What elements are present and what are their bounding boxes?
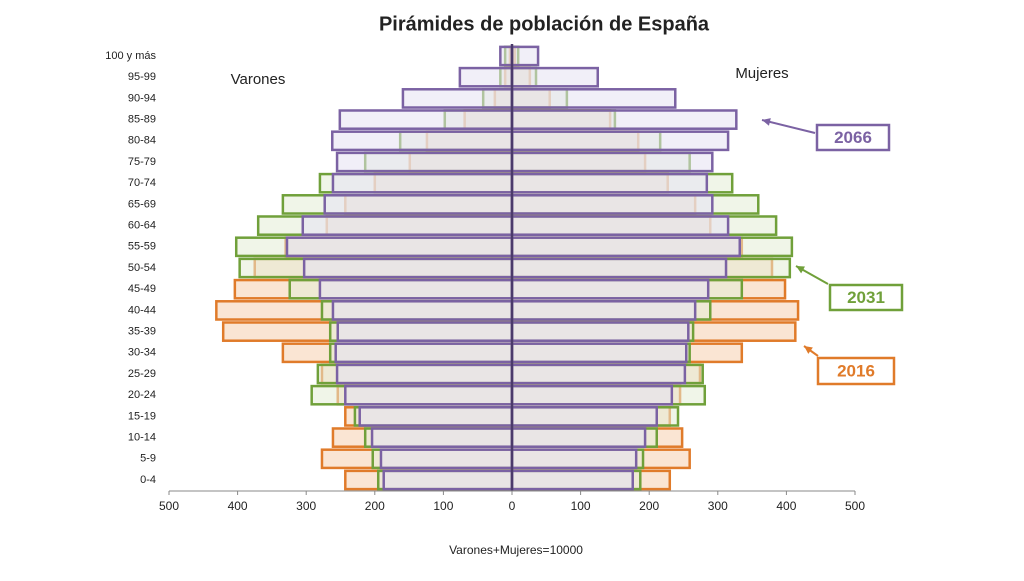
y-tick-label: 10-14 — [128, 432, 156, 444]
bar — [510, 88, 677, 109]
y-tick-label: 90-94 — [128, 92, 156, 104]
y-tick-label: 95-99 — [128, 71, 156, 83]
bar — [331, 300, 514, 321]
bar — [499, 45, 514, 67]
bar — [358, 406, 514, 427]
side-label: Varones — [231, 71, 286, 88]
x-tick-label: 300 — [296, 499, 316, 513]
bar — [335, 151, 514, 173]
bar — [510, 66, 599, 88]
legend-arrow — [761, 119, 816, 134]
y-tick-label: 0-4 — [140, 474, 156, 486]
bar — [331, 130, 514, 152]
y-tick-label: 5-9 — [140, 453, 156, 465]
legend-label: 2016 — [837, 361, 875, 380]
chart-title: Pirámides de población de España — [379, 13, 710, 35]
note: Varones+Mujeres=10000 — [449, 543, 583, 557]
bar — [336, 321, 514, 342]
y-tick-label: 45-49 — [128, 283, 156, 295]
bar — [510, 448, 638, 470]
bar — [510, 363, 687, 385]
legend-box — [816, 356, 896, 386]
x-tick-label: 0 — [509, 499, 516, 513]
legend-label: 2066 — [834, 128, 872, 147]
bar — [510, 257, 728, 279]
bar — [510, 172, 709, 194]
x-tick-label: 100 — [433, 499, 453, 513]
y-tick-label: 80-84 — [128, 135, 156, 147]
bar — [510, 194, 714, 215]
bar — [285, 236, 514, 258]
bar — [510, 321, 690, 342]
bar — [334, 342, 514, 364]
bar — [510, 109, 738, 130]
x-tick-label: 200 — [365, 499, 385, 513]
y-tick-label: 100 y más — [105, 50, 156, 62]
bar — [401, 88, 514, 109]
y-tick-label: 60-64 — [128, 220, 156, 232]
bar — [382, 469, 514, 491]
bar — [510, 469, 634, 491]
y-tick-label: 30-34 — [128, 347, 156, 359]
legend-arrowhead — [796, 266, 805, 274]
y-tick-label: 40-44 — [128, 304, 156, 316]
legend-box — [815, 123, 891, 152]
bar — [510, 130, 730, 152]
bar — [335, 363, 514, 385]
bar — [338, 109, 514, 130]
bar — [510, 300, 697, 321]
y-tick-label: 20-24 — [128, 389, 156, 401]
legend-arrowhead — [762, 118, 771, 126]
bar — [370, 427, 514, 448]
bar — [510, 236, 742, 258]
y-tick-label: 35-39 — [128, 326, 156, 338]
y-tick-label: 25-29 — [128, 368, 156, 380]
bar — [510, 384, 674, 406]
bar — [379, 448, 514, 470]
bar — [323, 194, 514, 215]
y-tick-label: 70-74 — [128, 177, 156, 189]
y-tick-label: 85-89 — [128, 114, 156, 126]
bar — [510, 427, 647, 448]
bar — [510, 342, 688, 364]
legend-arrowhead — [804, 346, 813, 354]
bar — [302, 257, 514, 279]
bar — [301, 215, 514, 236]
y-tick-label: 15-19 — [128, 410, 156, 422]
x-tick-label: 500 — [845, 499, 865, 513]
y-tick-label: 65-69 — [128, 198, 156, 210]
bar — [510, 151, 714, 173]
y-tick-label: 75-79 — [128, 156, 156, 168]
legend-box — [828, 283, 904, 312]
bar — [458, 66, 514, 88]
bar — [510, 278, 710, 300]
x-tick-label: 300 — [708, 499, 728, 513]
side-label: Mujeres — [735, 65, 788, 82]
x-tick-label: 500 — [159, 499, 179, 513]
x-tick-label: 100 — [571, 499, 591, 513]
bar — [331, 172, 514, 194]
bar — [510, 406, 658, 427]
legend-label: 2031 — [847, 288, 885, 307]
bar — [344, 384, 514, 406]
bar — [510, 215, 730, 236]
bar — [510, 45, 540, 67]
x-tick-label: 400 — [776, 499, 796, 513]
y-tick-label: 50-54 — [128, 262, 156, 274]
x-tick-label: 400 — [228, 499, 248, 513]
y-tick-label: 55-59 — [128, 241, 156, 253]
x-tick-label: 200 — [639, 499, 659, 513]
bar — [318, 278, 514, 300]
